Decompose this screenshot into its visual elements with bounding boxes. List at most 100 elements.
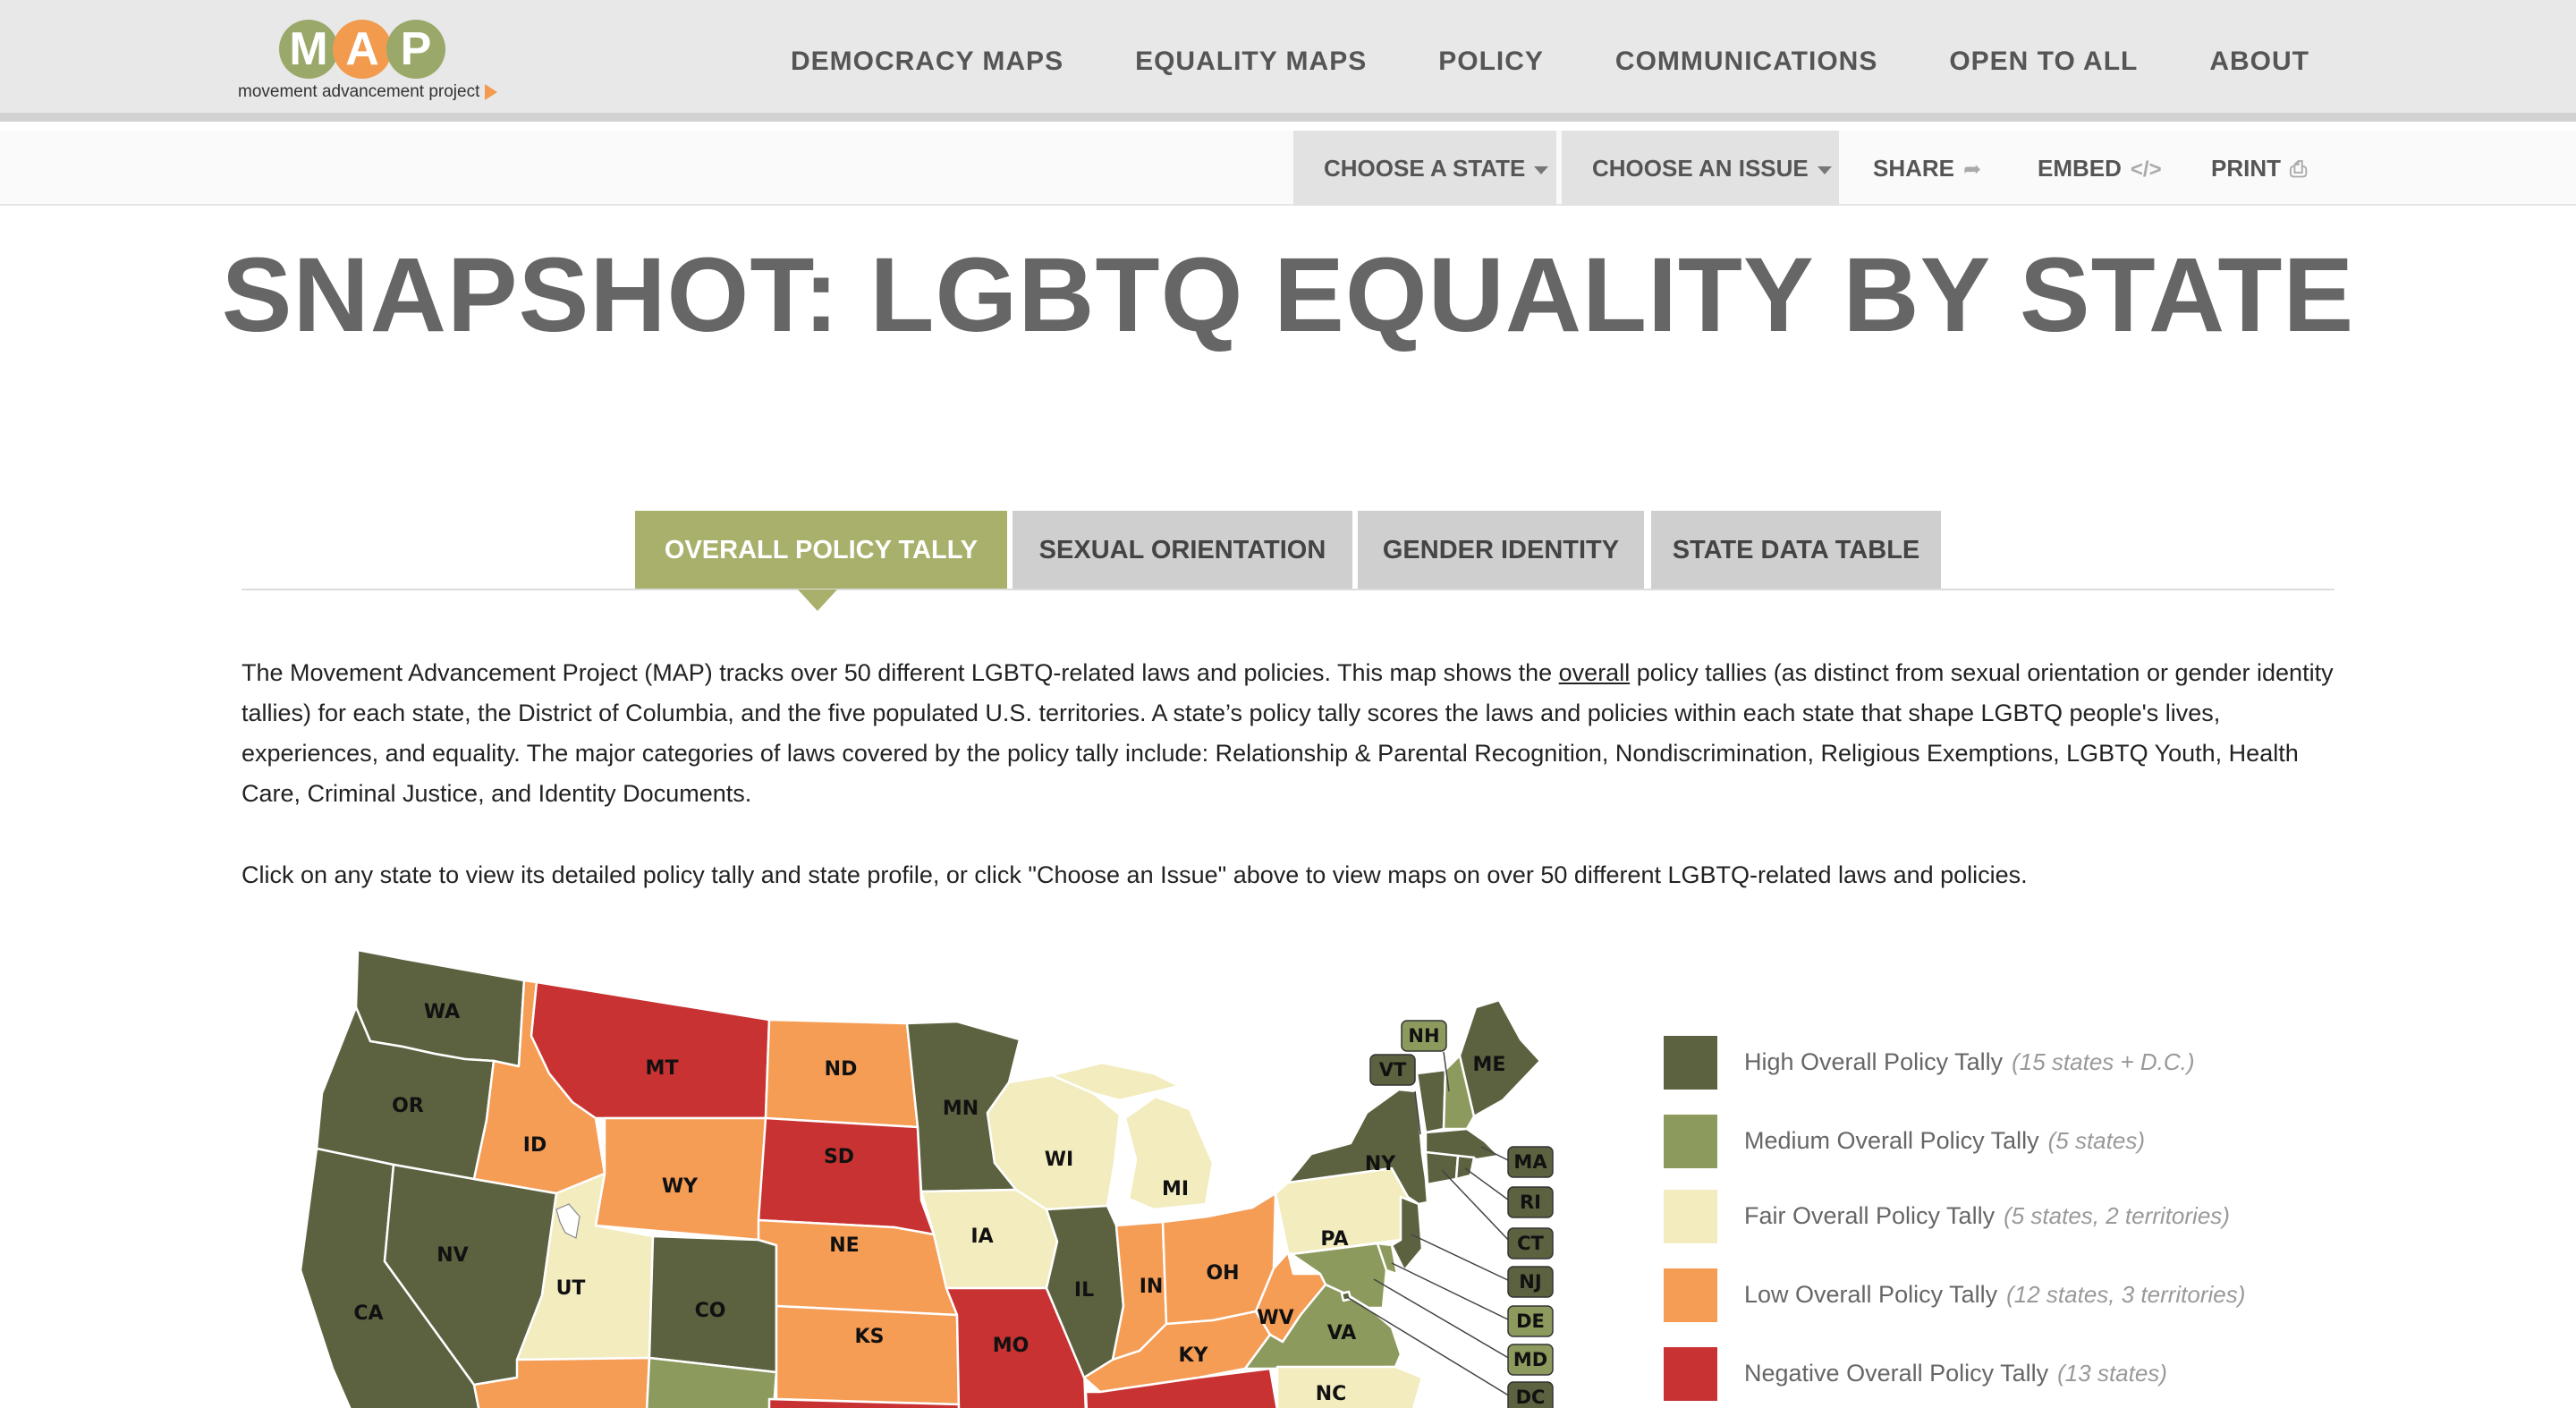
state-WY[interactable] (594, 1116, 767, 1242)
state-label-KS: KS (855, 1326, 885, 1348)
state-label-IL: IL (1074, 1279, 1094, 1302)
state-VT[interactable] (1415, 1068, 1447, 1134)
state-CT[interactable] (1424, 1150, 1460, 1186)
legend-swatch-negative (1664, 1347, 1717, 1401)
tab-sexual-orientation[interactable]: SEXUAL ORIENTATION (1013, 511, 1352, 589)
state-NC[interactable] (1234, 1365, 1424, 1408)
legend-count-negative: (13 states) (2057, 1360, 2167, 1387)
nav-open-to-all[interactable]: OPEN TO ALL (1949, 47, 2139, 76)
state-ME[interactable] (1458, 998, 1542, 1118)
state-label-WI: WI (1045, 1149, 1073, 1171)
legend-text-medium: Medium Overall Policy Tally (5 states) (1744, 1127, 2145, 1155)
nav-policy[interactable]: POLICY (1438, 47, 1544, 76)
nav-democracy-maps[interactable]: DEMOCRACY MAPS (790, 47, 1064, 76)
legend-count-fair: (5 states, 2 territories) (2004, 1202, 2230, 1229)
nav-about[interactable]: ABOUT (2209, 47, 2309, 76)
state-MI[interactable] (1123, 1095, 1215, 1211)
state-label-PA: PA (1320, 1228, 1348, 1251)
logo-letter-m: M (279, 20, 338, 79)
box-DE[interactable]: DE (1507, 1305, 1554, 1337)
state-label-NE: NE (829, 1234, 859, 1257)
play-arrow-icon (485, 83, 498, 100)
tab-overall-policy-tally[interactable]: OVERALL POLICY TALLY (635, 511, 1007, 589)
legend-swatch-medium (1664, 1115, 1717, 1168)
state-NY[interactable] (1286, 1088, 1429, 1206)
us-equality-map: WA OR CA NV ID MT WY UT CO ND SD NE KS M… (268, 930, 1574, 1408)
state-DC[interactable] (1340, 1290, 1352, 1302)
legend-swatch-high (1664, 1036, 1717, 1090)
state-RI[interactable] (1454, 1154, 1476, 1181)
state-label-ND: ND (825, 1058, 858, 1081)
state-label-MI: MI (1162, 1178, 1189, 1200)
state-TN[interactable] (1084, 1367, 1278, 1408)
logo-letters: M A P (279, 20, 445, 79)
state-label-OH: OH (1206, 1262, 1239, 1285)
legend-swatch-low (1664, 1268, 1717, 1322)
logo-letter-p: P (386, 20, 445, 79)
box-VT[interactable]: VT (1369, 1054, 1416, 1086)
choose-state-dropdown[interactable]: CHOOSE A STATE (1293, 131, 1556, 206)
box-label-NH: NH (1408, 1025, 1439, 1047)
share-button[interactable]: SHARE ➦ (1873, 131, 1981, 206)
boxed-state-labels: VT NH MA RI CT NJ DE MD DC (1369, 1020, 1554, 1408)
tab-state-data-table[interactable]: STATE DATA TABLE (1651, 511, 1941, 589)
box-NJ[interactable]: NJ (1507, 1266, 1554, 1298)
legend-text-negative: Negative Overall Policy Tally (13 states) (1744, 1360, 2167, 1387)
state-label-CO: CO (695, 1300, 726, 1322)
choose-issue-label: CHOOSE AN ISSUE (1592, 155, 1809, 182)
choose-state-label: CHOOSE A STATE (1324, 155, 1526, 182)
embed-label: EMBED (2038, 155, 2122, 182)
box-MD[interactable]: MD (1507, 1344, 1554, 1376)
box-NH[interactable]: NH (1401, 1020, 1447, 1052)
state-NH[interactable] (1442, 1054, 1476, 1131)
state-SD[interactable] (757, 1116, 936, 1236)
nav-equality-maps[interactable]: EQUALITY MAPS (1135, 47, 1368, 76)
state-MI-UP[interactable] (1050, 1061, 1181, 1102)
share-label: SHARE (1873, 155, 1955, 182)
state-labels: WA OR CA NV ID MT WY UT CO ND SD NE KS M… (353, 1001, 1505, 1405)
logo-tagline-text: movement advancement project (238, 82, 480, 101)
box-label-MA: MA (1513, 1151, 1547, 1173)
state-label-CA: CA (353, 1302, 383, 1325)
printer-icon: ⎙ (2290, 157, 2308, 182)
state-label-SD: SD (824, 1146, 854, 1168)
choose-issue-dropdown[interactable]: CHOOSE AN ISSUE (1562, 131, 1839, 206)
instructions-paragraph: Click on any state to view its detailed … (242, 861, 2028, 888)
legend-swatch-fair (1664, 1190, 1717, 1243)
state-NM[interactable] (644, 1356, 778, 1408)
box-label-VT: VT (1379, 1059, 1407, 1081)
legend-label-negative: Negative Overall Policy Tally (1744, 1360, 2049, 1387)
state-OK[interactable] (767, 1397, 966, 1408)
legend-label-high: High Overall Policy Tally (1744, 1048, 2004, 1075)
state-label-IN: IN (1140, 1276, 1164, 1298)
state-label-MT: MT (646, 1057, 679, 1080)
embed-button[interactable]: EMBED </> (2038, 131, 2162, 206)
map-logo[interactable]: M A P movement advancement project (238, 20, 524, 109)
state-label-ME: ME (1473, 1054, 1506, 1076)
legend-count-high: (15 states + D.C.) (2012, 1048, 2195, 1075)
share-arrow-icon: ➦ (1963, 157, 1982, 182)
state-label-WY: WY (662, 1175, 699, 1198)
legend-text-high: High Overall Policy Tally (15 states + D.… (1744, 1048, 2195, 1076)
tabs-divider (242, 589, 2334, 590)
tab-gender-identity[interactable]: GENDER IDENTITY (1358, 511, 1644, 589)
state-KS[interactable] (775, 1304, 961, 1406)
state-label-KY: KY (1179, 1344, 1209, 1367)
active-tab-pointer (798, 589, 837, 611)
page-title: SNAPSHOT: LGBTQ EQUALITY BY STATE (221, 236, 2355, 354)
state-DE[interactable] (1376, 1242, 1399, 1276)
box-DC[interactable]: DC (1507, 1381, 1554, 1408)
overall-link[interactable]: overall (1558, 659, 1631, 686)
state-label-OR: OR (392, 1095, 424, 1117)
nav-communications[interactable]: COMMUNICATIONS (1614, 47, 1878, 76)
box-MA[interactable]: MA (1507, 1146, 1554, 1178)
box-label-DC: DC (1516, 1387, 1546, 1408)
state-label-WA: WA (424, 1001, 460, 1023)
box-CT[interactable]: CT (1507, 1227, 1554, 1260)
chevron-down-icon (1534, 165, 1549, 174)
print-button[interactable]: PRINT ⎙ (2211, 131, 2307, 206)
box-label-RI: RI (1520, 1192, 1541, 1213)
box-RI[interactable]: RI (1507, 1186, 1554, 1218)
state-MD[interactable] (1290, 1242, 1388, 1310)
legend-label-medium: Medium Overall Policy Tally (1744, 1127, 2039, 1154)
